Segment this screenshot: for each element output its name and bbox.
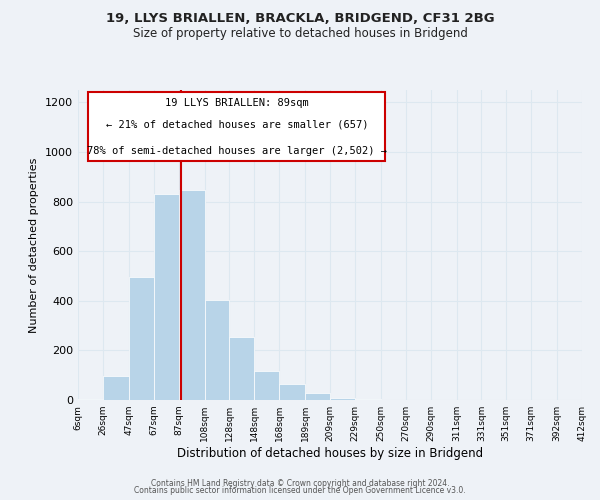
FancyBboxPatch shape [88,92,385,162]
Bar [279,384,305,400]
Y-axis label: Number of detached properties: Number of detached properties [29,158,40,332]
Bar [129,277,154,400]
Bar [205,300,229,400]
Text: 78% of semi-detached houses are larger (2,502) →: 78% of semi-detached houses are larger (… [87,146,387,156]
Bar [179,190,205,400]
Bar [154,194,179,400]
Bar [254,372,279,400]
Text: Size of property relative to detached houses in Bridgend: Size of property relative to detached ho… [133,28,467,40]
Bar [355,399,381,400]
Text: ← 21% of detached houses are smaller (657): ← 21% of detached houses are smaller (65… [106,120,368,130]
Bar [78,399,103,400]
Text: Contains public sector information licensed under the Open Government Licence v3: Contains public sector information licen… [134,486,466,495]
Bar [103,376,129,400]
Bar [229,337,254,400]
Text: Contains HM Land Registry data © Crown copyright and database right 2024.: Contains HM Land Registry data © Crown c… [151,478,449,488]
Text: 19, LLYS BRIALLEN, BRACKLA, BRIDGEND, CF31 2BG: 19, LLYS BRIALLEN, BRACKLA, BRIDGEND, CF… [106,12,494,26]
Bar [330,398,355,400]
X-axis label: Distribution of detached houses by size in Bridgend: Distribution of detached houses by size … [177,447,483,460]
Text: 19 LLYS BRIALLEN: 89sqm: 19 LLYS BRIALLEN: 89sqm [165,98,308,108]
Bar [305,392,330,400]
